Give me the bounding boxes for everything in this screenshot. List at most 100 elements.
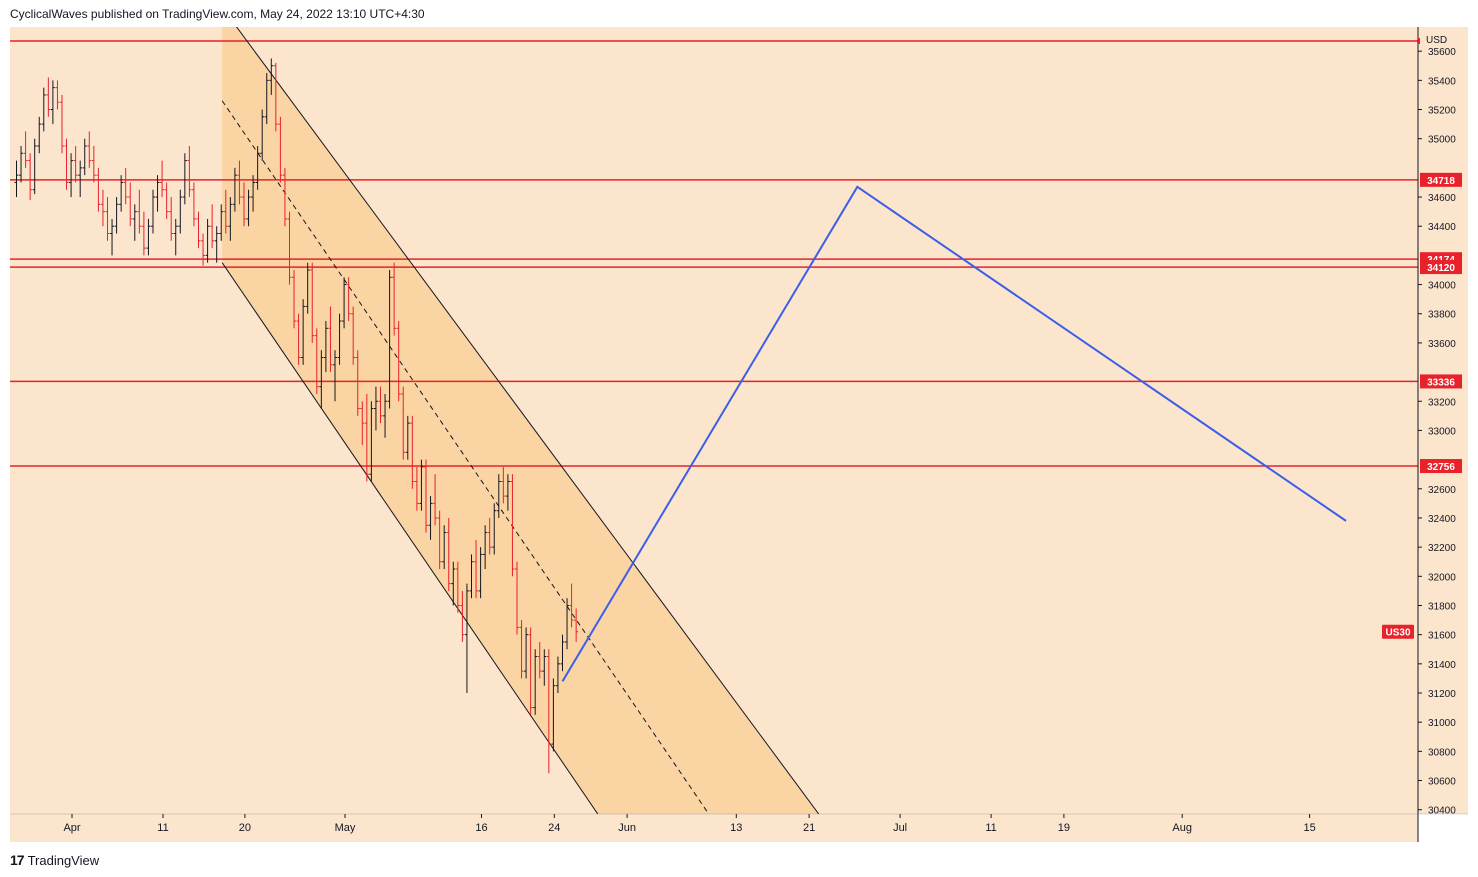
x-tick-label: 19 — [1058, 822, 1070, 834]
candle — [474, 539, 479, 599]
candle — [73, 145, 78, 183]
level-label: 33336 — [1427, 377, 1455, 388]
candle — [533, 649, 538, 715]
candle — [496, 474, 501, 518]
candle — [528, 627, 533, 715]
candle — [78, 160, 83, 198]
candle — [301, 299, 306, 365]
candle — [305, 262, 310, 314]
level-label: 32756 — [1427, 462, 1455, 473]
candle — [155, 175, 160, 212]
candle — [119, 175, 124, 212]
candle — [100, 189, 105, 227]
candle — [246, 189, 251, 227]
candle — [14, 160, 19, 198]
candle — [278, 116, 283, 183]
y-tick-label: 31000 — [1428, 718, 1456, 729]
candle — [332, 350, 337, 402]
candle — [255, 145, 260, 190]
y-tick-label: 31600 — [1428, 631, 1456, 642]
candle — [396, 321, 401, 402]
candle — [337, 313, 342, 365]
horizontal-levels — [10, 40, 1418, 467]
candle — [32, 138, 37, 195]
candle — [178, 189, 183, 234]
candle — [524, 627, 529, 679]
candle — [55, 80, 60, 110]
candle — [150, 189, 155, 234]
y-tick-label: 34000 — [1428, 281, 1456, 292]
brand-name: TradingView — [27, 852, 100, 868]
projection-line — [561, 185, 1347, 682]
candle — [501, 466, 506, 504]
y-tick-label: 31200 — [1428, 689, 1456, 700]
channel-mid-line — [221, 100, 710, 814]
candle — [433, 474, 438, 526]
y-tick-label: 31400 — [1428, 660, 1456, 671]
candle — [64, 138, 69, 190]
candle — [164, 182, 169, 219]
y-tick-label: 33600 — [1428, 339, 1456, 350]
symbol-tag: US30 — [1385, 628, 1410, 639]
candle — [59, 94, 64, 154]
y-tick-label: 35400 — [1428, 76, 1456, 87]
candle — [251, 175, 256, 212]
candle — [401, 386, 406, 460]
candle — [460, 590, 465, 642]
y-tick-label: 30600 — [1428, 777, 1456, 788]
x-tick-label: Aug — [1172, 822, 1192, 834]
y-tick-label: 32600 — [1428, 485, 1456, 496]
candle — [132, 204, 137, 241]
candle — [69, 153, 74, 198]
candle — [160, 160, 165, 198]
candle — [519, 620, 524, 679]
y-tick-label: 32000 — [1428, 572, 1456, 583]
candle — [546, 649, 551, 774]
candle — [514, 561, 519, 635]
x-tick-label: 16 — [475, 822, 487, 834]
time-axis-background — [10, 814, 1418, 842]
y-tick-label: 34600 — [1428, 193, 1456, 204]
candle — [187, 145, 192, 198]
candle — [219, 204, 224, 241]
candle — [205, 218, 210, 263]
level-label-box — [1420, 459, 1462, 474]
candle — [105, 197, 110, 241]
candle — [223, 189, 228, 234]
candle — [128, 182, 133, 227]
candle — [410, 415, 415, 489]
candle — [414, 466, 419, 511]
channel-upper-line — [236, 27, 820, 814]
candle — [237, 160, 242, 205]
candle — [182, 153, 187, 205]
candle — [483, 525, 488, 570]
candle — [173, 218, 178, 256]
y-tick-label: 33200 — [1428, 397, 1456, 408]
candle — [264, 73, 269, 125]
candle — [210, 204, 215, 249]
x-tick-label: Jul — [893, 822, 907, 834]
candle — [91, 145, 96, 183]
candle — [310, 262, 315, 343]
candle — [383, 393, 388, 438]
channel-fill-layer — [222, 27, 819, 814]
x-tick-label: Jun — [618, 822, 636, 834]
candle — [373, 386, 378, 431]
candle — [542, 649, 547, 686]
price-axis: USD 30400 30600 30800 31000 31200 31400 31600 31… — [1418, 35, 1456, 817]
candle — [146, 218, 151, 256]
candle — [37, 116, 42, 154]
candle — [555, 656, 560, 694]
candle — [228, 197, 233, 241]
y-tick-label: 33800 — [1428, 310, 1456, 321]
candle — [328, 306, 333, 373]
candle — [282, 167, 287, 227]
candle — [191, 182, 196, 227]
candle — [214, 226, 219, 263]
candle — [428, 496, 433, 540]
candle — [287, 211, 292, 285]
y-tick-label: 33000 — [1428, 426, 1456, 437]
candle — [123, 167, 128, 205]
candle — [469, 554, 474, 599]
